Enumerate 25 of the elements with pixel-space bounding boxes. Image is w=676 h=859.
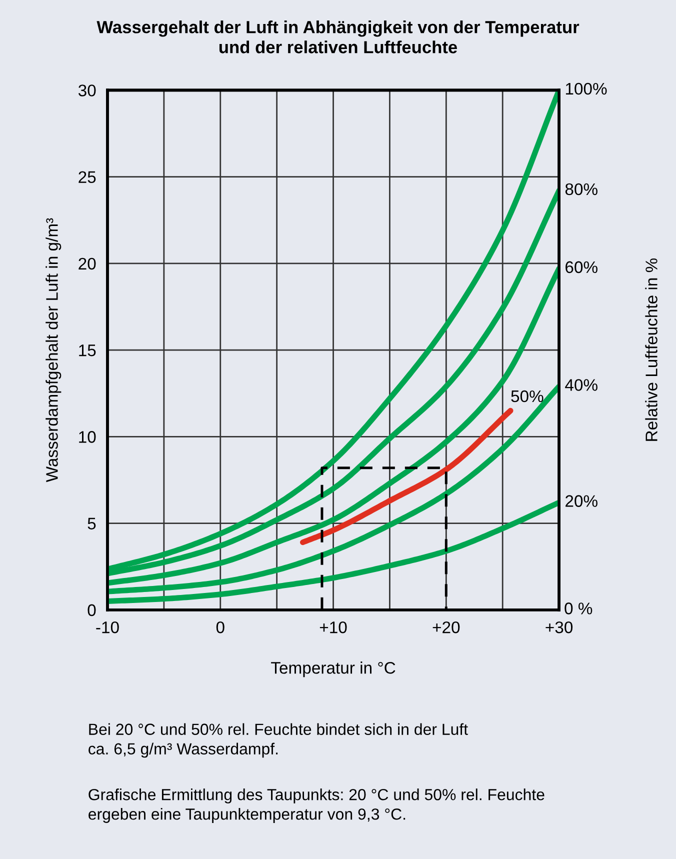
text: Grafische Ermittlung des Taupunkts: 20 °C und 50% rel. Feuchte ergeben eine Taupunktemperatur von 9,3 °C. bbox=[88, 788, 544, 823]
text: 0 % bbox=[564, 602, 592, 614]
x-tick-label: -10 bbox=[96, 621, 119, 634]
y-tick-label: 20 bbox=[78, 258, 96, 270]
series-label: 100% bbox=[566, 82, 607, 95]
x-tick-label: +10 bbox=[320, 621, 347, 634]
text: Bei 20 °C und 50% rel. Feuchte bindet sich in der Luft ca. 6,5 g/m³ Wasserdampf. bbox=[88, 723, 468, 758]
x-tick-label: +20 bbox=[432, 621, 460, 634]
y-tick-label: 0 bbox=[88, 604, 96, 616]
series-label: 50% bbox=[511, 390, 544, 402]
series-label: 20% bbox=[566, 495, 598, 507]
x-axis-title: Temperatur in °C bbox=[271, 662, 396, 678]
series-label: 80% bbox=[565, 183, 598, 196]
y-tick-label: 30 bbox=[78, 84, 96, 96]
y-axis-title: Wasserdampfgehalt der Luft in g/m³ bbox=[46, 218, 62, 482]
x-tick-label: 0 bbox=[216, 621, 224, 634]
y-tick-label: 5 bbox=[88, 518, 96, 530]
y-tick-label: 15 bbox=[79, 344, 96, 356]
series-label: 60% bbox=[566, 261, 598, 274]
series-label: 40% bbox=[565, 379, 598, 391]
x-tick-label: +30 bbox=[546, 621, 573, 634]
chart-title: Wassergehalt der Luft in Abhängigkeit von der Temperatur und der relativen Luftfeuchte bbox=[96, 20, 580, 54]
y-tick-label: 25 bbox=[78, 171, 96, 184]
y-tick-label: 10 bbox=[79, 431, 96, 443]
y2-axis-title: Relative Luftfeuchte in % bbox=[645, 258, 658, 441]
